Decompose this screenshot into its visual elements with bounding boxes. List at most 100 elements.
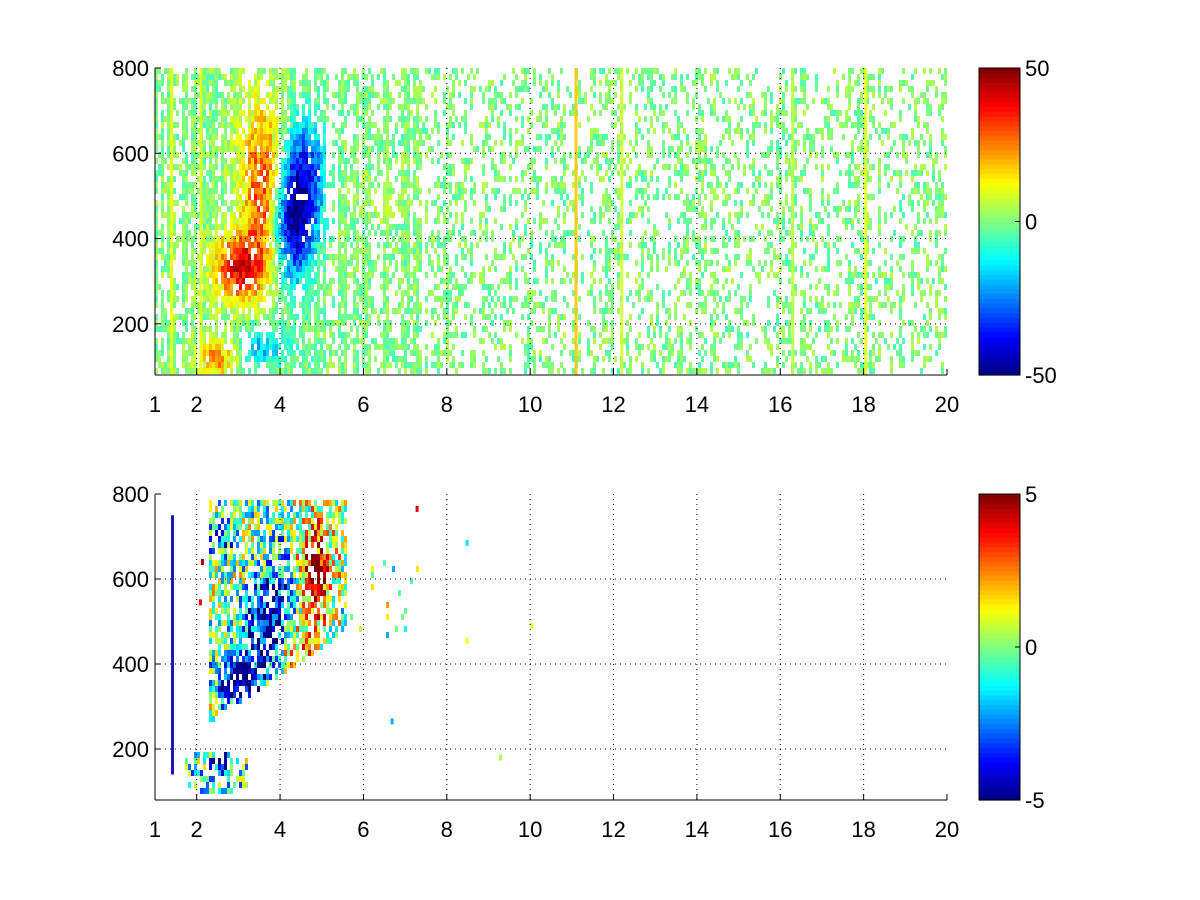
heatmap-cell bbox=[239, 140, 242, 146]
heatmap-cell bbox=[308, 212, 311, 218]
heatmap-cell bbox=[608, 164, 611, 170]
heatmap-cell bbox=[737, 122, 740, 128]
heatmap-cell bbox=[392, 74, 395, 80]
heatmap-cell bbox=[536, 326, 539, 332]
heatmap-cell bbox=[602, 230, 605, 236]
heatmap-cell bbox=[281, 272, 284, 278]
heatmap-cell bbox=[500, 344, 503, 350]
heatmap-cell bbox=[641, 170, 644, 176]
heatmap-cell bbox=[650, 254, 653, 260]
heatmap-cell bbox=[548, 368, 551, 374]
heatmap-cell bbox=[314, 152, 317, 158]
heatmap-cell bbox=[416, 284, 419, 290]
heatmap-cell bbox=[191, 116, 194, 122]
heatmap-cell bbox=[509, 104, 512, 110]
heatmap-cell bbox=[644, 104, 647, 110]
heatmap-cell bbox=[512, 188, 515, 194]
heatmap-cell bbox=[275, 98, 278, 104]
heatmap-cell bbox=[740, 182, 743, 188]
heatmap-cell bbox=[533, 302, 536, 308]
heatmap-cell bbox=[683, 290, 686, 296]
heatmap-cell bbox=[569, 152, 572, 158]
heatmap-cell bbox=[287, 116, 290, 122]
heatmap-cell bbox=[299, 80, 302, 86]
heatmap-cell bbox=[239, 80, 242, 86]
heatmap-cell bbox=[401, 74, 404, 80]
heatmap-cell bbox=[593, 302, 596, 308]
heatmap-cell bbox=[752, 128, 755, 134]
heatmap-cell bbox=[392, 254, 395, 260]
heatmap-cell bbox=[257, 266, 260, 272]
heatmap-cell bbox=[248, 80, 251, 86]
heatmap-cell bbox=[296, 272, 299, 278]
heatmap-cell bbox=[341, 284, 344, 290]
heatmap-cell bbox=[734, 242, 737, 248]
heatmap-cell bbox=[452, 164, 455, 170]
heatmap-cell bbox=[311, 212, 314, 218]
heatmap-cell bbox=[509, 284, 512, 290]
heatmap-cell bbox=[482, 92, 485, 98]
heatmap-cell bbox=[221, 356, 224, 362]
heatmap-cell bbox=[215, 182, 218, 188]
heatmap-cell bbox=[503, 200, 506, 206]
heatmap-cell bbox=[221, 362, 224, 368]
heatmap-cell bbox=[671, 350, 674, 356]
heatmap-cell bbox=[353, 194, 356, 200]
heatmap-cell bbox=[275, 302, 278, 308]
heatmap-cell bbox=[464, 98, 467, 104]
heatmap-cell bbox=[446, 356, 449, 362]
heatmap-cell bbox=[737, 230, 740, 236]
heatmap-cell bbox=[443, 110, 446, 116]
heatmap-cell bbox=[437, 242, 440, 248]
heatmap-cell bbox=[251, 170, 254, 176]
heatmap-cell bbox=[743, 320, 746, 326]
heatmap-cell bbox=[410, 362, 413, 368]
heatmap-cell bbox=[215, 350, 218, 356]
heatmap-cell bbox=[356, 74, 359, 80]
heatmap-cell bbox=[317, 104, 320, 110]
heatmap-cell bbox=[248, 116, 251, 122]
heatmap-cell bbox=[365, 86, 368, 92]
heatmap-cell bbox=[416, 320, 419, 326]
heatmap-cell bbox=[383, 116, 386, 122]
heatmap-cell bbox=[191, 350, 194, 356]
heatmap-cell bbox=[356, 308, 359, 314]
heatmap-cell bbox=[407, 296, 410, 302]
heatmap-cell bbox=[461, 140, 464, 146]
heatmap-cell bbox=[317, 74, 320, 80]
heatmap-cell bbox=[245, 320, 248, 326]
heatmap-cell bbox=[434, 68, 437, 74]
heatmap-cell bbox=[314, 302, 317, 308]
heatmap-cell bbox=[605, 134, 608, 140]
heatmap-cell bbox=[173, 74, 176, 80]
heatmap-cell bbox=[743, 164, 746, 170]
heatmap-cell bbox=[212, 92, 215, 98]
heatmap-cell bbox=[251, 182, 254, 188]
heatmap-cell bbox=[290, 170, 293, 176]
heatmap-cell bbox=[677, 260, 680, 266]
heatmap-cell bbox=[554, 110, 557, 116]
heatmap-cell bbox=[296, 128, 299, 134]
heatmap-cell bbox=[470, 248, 473, 254]
heatmap-cell bbox=[503, 248, 506, 254]
heatmap-cell bbox=[410, 182, 413, 188]
heatmap-cell bbox=[407, 134, 410, 140]
heatmap-cell bbox=[431, 260, 434, 266]
heatmap-cell bbox=[197, 164, 200, 170]
heatmap-cell bbox=[419, 362, 422, 368]
heatmap-cell bbox=[359, 296, 362, 302]
heatmap-cell bbox=[347, 206, 350, 212]
heatmap-cell bbox=[182, 86, 185, 92]
heatmap-cell bbox=[215, 332, 218, 338]
heatmap-cell bbox=[164, 260, 167, 266]
heatmap-cell bbox=[302, 224, 305, 230]
heatmap-cell bbox=[629, 314, 632, 320]
heatmap-cell bbox=[452, 284, 455, 290]
heatmap-cell bbox=[227, 146, 230, 152]
heatmap-cell bbox=[698, 140, 701, 146]
heatmap-cell bbox=[593, 260, 596, 266]
heatmap-cell bbox=[491, 284, 494, 290]
heatmap-cell bbox=[209, 308, 212, 314]
heatmap-cell bbox=[191, 140, 194, 146]
heatmap-cell bbox=[698, 236, 701, 242]
